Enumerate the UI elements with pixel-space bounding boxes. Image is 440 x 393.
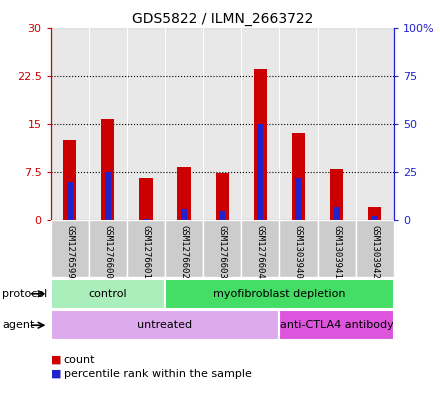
Text: myofibroblast depletion: myofibroblast depletion	[213, 289, 346, 299]
Text: GSM1303942: GSM1303942	[370, 225, 379, 278]
Bar	[139, 178, 153, 220]
Text: GSM1276600: GSM1276600	[103, 225, 112, 278]
Bar	[67, 182, 73, 220]
Bar	[253, 69, 267, 220]
Bar	[241, 220, 279, 277]
Bar	[296, 178, 301, 220]
Bar	[51, 310, 279, 340]
Bar	[165, 279, 394, 309]
Bar	[334, 207, 340, 220]
Text: ■: ■	[51, 354, 61, 365]
Bar	[181, 209, 187, 220]
Bar	[292, 133, 305, 220]
Bar	[203, 28, 241, 220]
Text: control: control	[88, 289, 127, 299]
Bar	[105, 172, 111, 220]
Bar	[63, 140, 77, 220]
Bar	[368, 207, 381, 220]
Bar	[257, 124, 263, 220]
Bar	[101, 119, 114, 220]
Bar	[372, 216, 378, 220]
Bar	[89, 220, 127, 277]
Bar	[203, 220, 241, 277]
Bar	[89, 28, 127, 220]
Text: GSM1276604: GSM1276604	[256, 225, 265, 278]
Bar	[143, 219, 149, 220]
Text: GSM1276603: GSM1276603	[218, 225, 227, 278]
Bar	[318, 220, 356, 277]
Bar	[356, 220, 394, 277]
Bar	[356, 28, 394, 220]
Text: GSM1276599: GSM1276599	[65, 225, 74, 278]
Bar	[330, 169, 343, 220]
Text: percentile rank within the sample: percentile rank within the sample	[64, 369, 252, 379]
Text: GSM1276601: GSM1276601	[141, 225, 150, 278]
Bar	[219, 211, 225, 220]
Text: anti-CTLA4 antibody: anti-CTLA4 antibody	[280, 320, 393, 330]
Text: GSM1303941: GSM1303941	[332, 225, 341, 278]
Text: GSM1303940: GSM1303940	[294, 225, 303, 278]
Bar	[51, 279, 165, 309]
Text: untreated: untreated	[137, 320, 193, 330]
Bar	[318, 28, 356, 220]
Text: ■: ■	[51, 369, 61, 379]
Bar	[51, 28, 89, 220]
Text: GSM1276602: GSM1276602	[180, 225, 189, 278]
Text: count: count	[64, 354, 95, 365]
Bar	[51, 220, 89, 277]
Text: agent: agent	[2, 320, 35, 330]
Bar	[177, 167, 191, 220]
Bar	[127, 220, 165, 277]
Bar	[127, 28, 165, 220]
Bar	[279, 28, 318, 220]
Text: protocol: protocol	[2, 289, 48, 299]
Bar	[165, 28, 203, 220]
Bar	[216, 173, 229, 220]
Bar	[241, 28, 279, 220]
Bar	[165, 220, 203, 277]
Bar	[279, 310, 394, 340]
Title: GDS5822 / ILMN_2663722: GDS5822 / ILMN_2663722	[132, 13, 313, 26]
Bar	[279, 220, 318, 277]
